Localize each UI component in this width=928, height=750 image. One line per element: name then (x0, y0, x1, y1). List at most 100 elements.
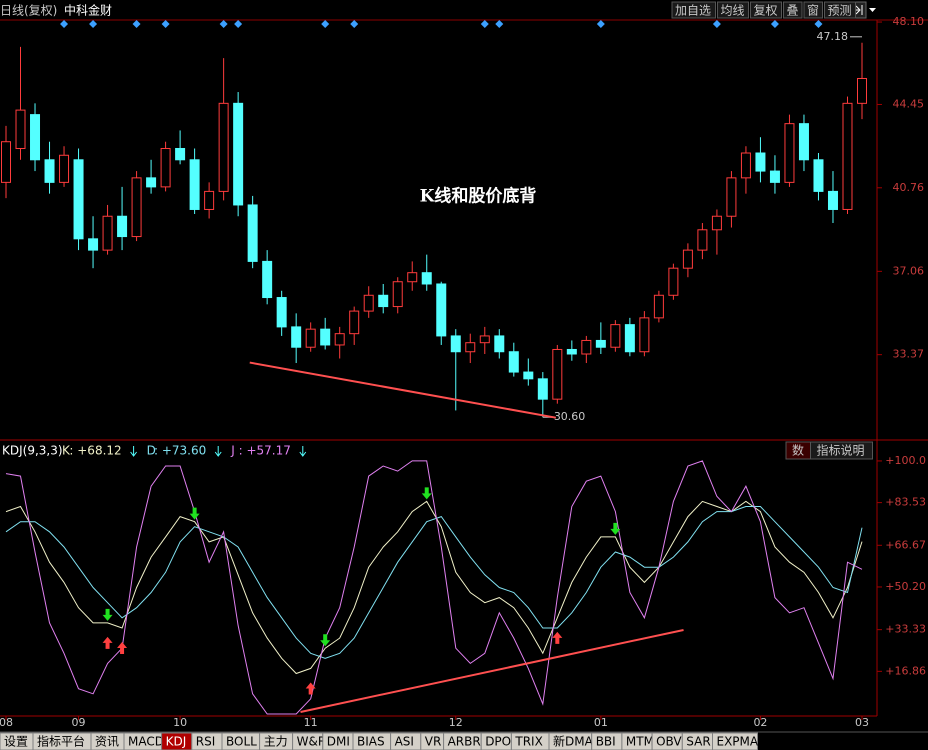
toolbar-button-label[interactable]: 复权 (754, 4, 778, 18)
candle-body (436, 283, 447, 337)
dropdown-glyph[interactable] (869, 8, 876, 12)
sell-arrow (421, 487, 432, 500)
candle-body (247, 204, 258, 262)
tab-label[interactable]: DPO (485, 735, 511, 749)
toolbar-button-label[interactable]: 叠 (787, 4, 799, 18)
legend-readout: : +73.60 (154, 444, 206, 458)
tab-label[interactable]: MTM (626, 735, 654, 749)
toolbar-button[interactable] (783, 1, 803, 19)
readout-arrow (214, 446, 222, 457)
signal-diamond (219, 20, 228, 28)
tab-label[interactable]: BBI (596, 735, 616, 749)
toolbar-button-label[interactable]: 预测 (828, 4, 852, 18)
candle-body (682, 249, 693, 269)
tab-label[interactable]: BIAS (357, 735, 385, 749)
toolbar-button-label[interactable]: 加自选 (675, 4, 711, 18)
y-tick-label: 37.06 (893, 264, 925, 277)
candle-body (784, 123, 795, 183)
tab-label[interactable]: 设置 (4, 735, 28, 749)
candle-body (813, 159, 824, 192)
tab-label[interactable]: BOLL (226, 735, 257, 749)
tab-label[interactable]: W&R (297, 735, 327, 749)
tab-label[interactable]: SAR (686, 735, 710, 749)
candle-body (218, 102, 229, 192)
toolbar-button[interactable] (803, 1, 823, 19)
tab-label[interactable]: 资讯 (95, 735, 119, 749)
kdj-line (5, 500, 863, 675)
candle-body (392, 281, 403, 308)
candle-body (189, 159, 200, 210)
tab-label[interactable]: RSI (196, 735, 216, 749)
candle-body (131, 177, 142, 238)
signal-diamond (89, 20, 98, 28)
candle-body (842, 102, 853, 210)
candle-body (653, 294, 664, 319)
signal-diamond (770, 20, 779, 28)
x-tick-label: 02 (753, 716, 767, 729)
sell-arrow (320, 634, 331, 647)
tab-label[interactable]: TRIX (514, 735, 542, 749)
candle-body (697, 229, 708, 251)
candle-body (102, 215, 113, 251)
candle-body (349, 310, 360, 335)
toolbar-button[interactable] (750, 1, 782, 19)
candle-body (595, 339, 606, 348)
candle-body (276, 297, 287, 328)
candle-body (465, 342, 476, 353)
panel-button-label[interactable]: 数 (792, 443, 804, 458)
y-tick-label: +83.53 (885, 496, 926, 509)
candle-body (450, 335, 461, 353)
tab-label[interactable]: 指标平台 (37, 734, 85, 749)
candle-body (755, 152, 766, 172)
signal-diamond (495, 20, 504, 28)
candle-body (740, 152, 751, 179)
x-tick-label: 08 (0, 716, 13, 729)
signal-diamond (350, 20, 359, 28)
y-tick-label: 40.76 (893, 181, 925, 194)
y-tick-label: +16.86 (885, 664, 926, 677)
toolbar-button-label[interactable]: 均线 (721, 4, 745, 18)
buy-arrow (552, 631, 563, 644)
chart-annotation: K线和股价底背 (420, 186, 537, 207)
candle-body (552, 348, 563, 400)
y-tick-label: +100.0 (885, 454, 926, 467)
candle-body (726, 177, 737, 217)
kdj-line (5, 506, 863, 659)
tab-label[interactable]: OBV (656, 735, 682, 749)
y-tick-label: +33.33 (885, 623, 926, 636)
legend-readout: : +68.12 (69, 444, 121, 458)
x-tick-label: 10 (173, 716, 187, 729)
tab-label[interactable]: ARBR (448, 735, 481, 749)
tab-label[interactable]: VR (425, 735, 442, 749)
toolbar-button[interactable] (717, 1, 749, 19)
y-tick-label: 48.10 (893, 15, 925, 28)
tab[interactable] (712, 732, 758, 750)
max-marker-label: 47.18 (817, 30, 849, 43)
candle-body (769, 170, 780, 183)
toolbar-button-label[interactable]: 窗 (807, 4, 819, 18)
candle-body (363, 294, 374, 312)
tab-label[interactable]: EXPMA (717, 735, 759, 749)
tab-label[interactable]: ASI (395, 735, 414, 749)
tab-label[interactable]: MACD (128, 735, 164, 749)
toolbar-button[interactable] (824, 1, 856, 19)
panel-button-label[interactable]: 指标说明 (817, 443, 865, 458)
signal-diamond (814, 20, 823, 28)
panel-button[interactable] (810, 441, 873, 460)
toolbar-button[interactable] (671, 1, 716, 19)
tab-label[interactable]: 新DMA (553, 734, 594, 749)
candle-body (798, 123, 809, 161)
candle-body (610, 324, 621, 348)
signal-diamond (596, 20, 605, 28)
candle-body (421, 272, 432, 285)
candle-body (204, 190, 215, 210)
candle-body (59, 154, 70, 183)
candle-body (291, 326, 302, 348)
sell-arrow (610, 522, 621, 535)
tab-label[interactable]: 主力 (264, 735, 288, 749)
buy-arrow (102, 636, 113, 649)
legend-name: J (230, 444, 235, 458)
tab-label[interactable]: KDJ (166, 735, 187, 749)
tab-label[interactable]: DMI (327, 735, 350, 749)
